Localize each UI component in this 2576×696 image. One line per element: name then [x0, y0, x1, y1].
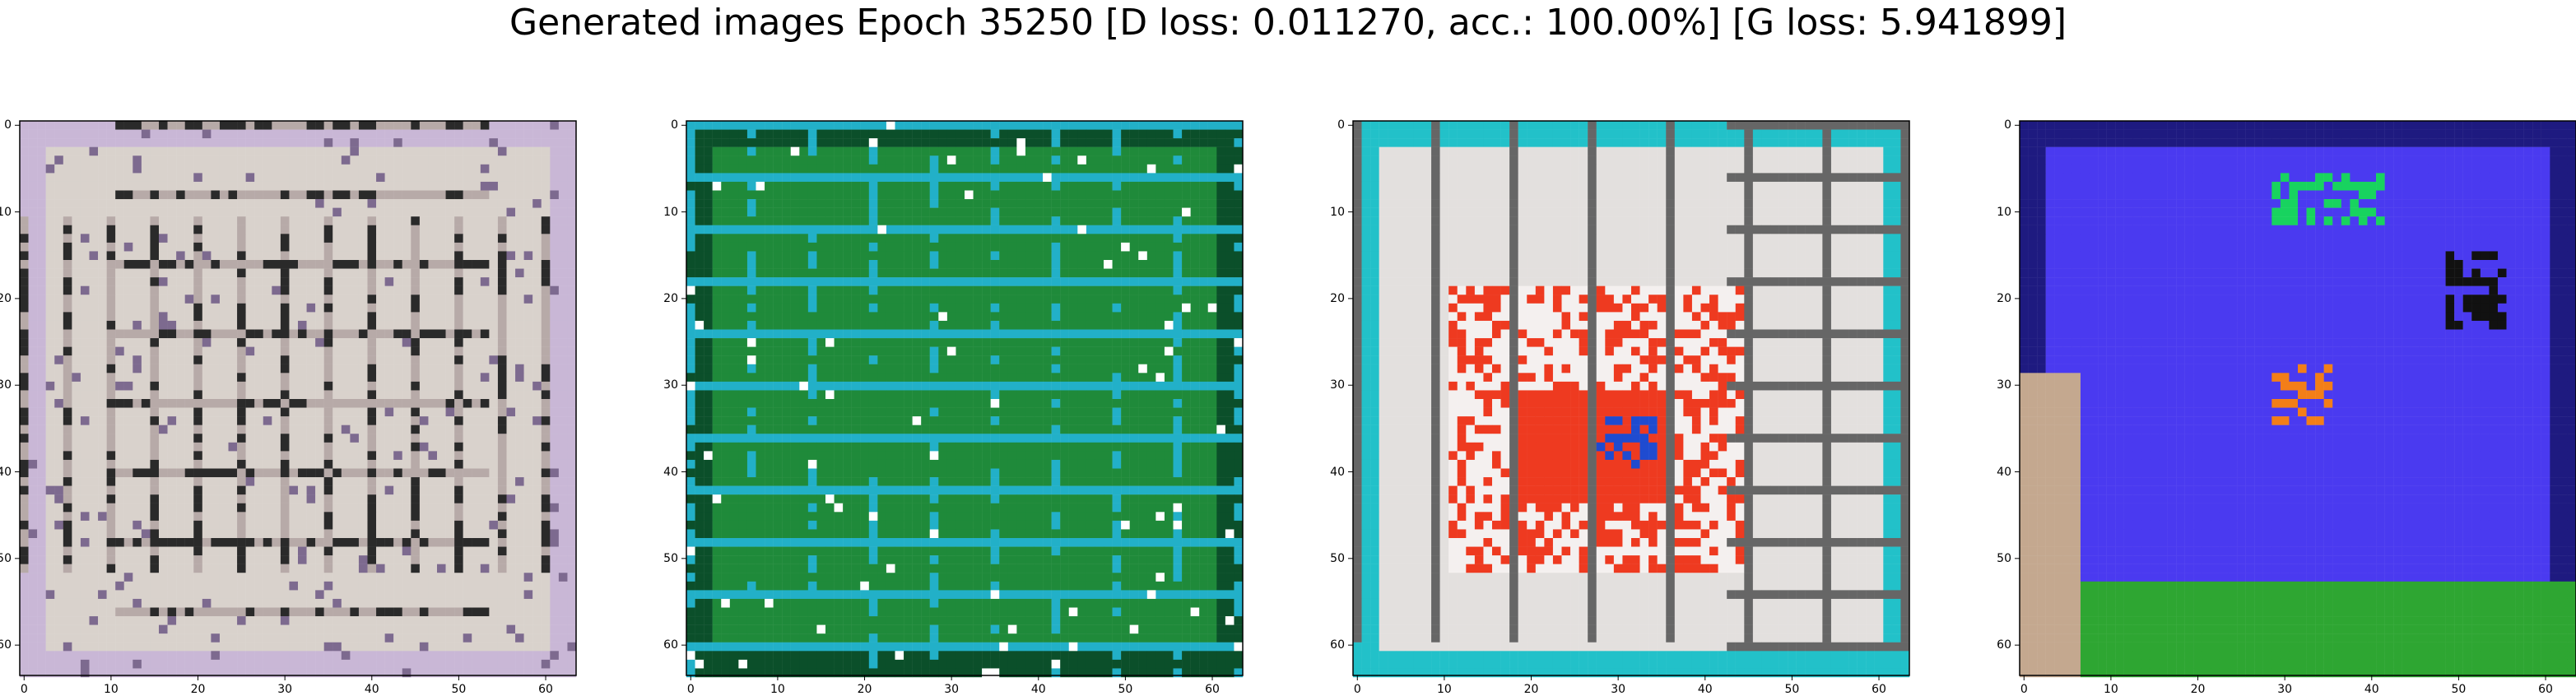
- x-tick-label: 40: [1689, 683, 1722, 696]
- x-tick-label: 60: [1862, 683, 1895, 696]
- x-tick-label: 20: [2182, 683, 2215, 696]
- y-tick-label: 30: [653, 378, 678, 392]
- y-tick-label: 0: [1987, 118, 2011, 132]
- y-tick-label: 10: [0, 206, 12, 219]
- x-tick-label: 10: [95, 683, 128, 696]
- x-tick-label: 30: [1602, 683, 1634, 696]
- y-tick-label: 60: [0, 638, 12, 652]
- x-tick-label: 40: [1022, 683, 1055, 696]
- y-tick-label: 40: [653, 466, 678, 479]
- y-tick-label: 10: [653, 206, 678, 219]
- x-tick-label: 0: [7, 683, 40, 696]
- image-pixels: [1353, 121, 1909, 677]
- y-tick-label: 40: [1320, 466, 1345, 479]
- y-tick-label: 0: [0, 118, 12, 132]
- y-tick-label: 50: [0, 552, 12, 565]
- x-tick-label: 40: [356, 683, 388, 696]
- image-plot: [20, 121, 576, 675]
- figure-title: Generated images Epoch 35250 [D loss: 0.…: [0, 0, 2576, 46]
- y-tick-label: 30: [1987, 378, 2011, 392]
- x-tick-label: 20: [182, 683, 215, 696]
- x-tick-label: 0: [2007, 683, 2040, 696]
- x-tick-label: 60: [1196, 683, 1229, 696]
- x-tick-label: 60: [2529, 683, 2562, 696]
- y-tick-label: 60: [1987, 638, 2011, 652]
- y-tick-label: 20: [1987, 292, 2011, 305]
- y-tick-label: 50: [653, 552, 678, 565]
- y-tick-label: 10: [1987, 206, 2011, 219]
- x-tick-label: 20: [1515, 683, 1548, 696]
- y-tick-label: 0: [1320, 118, 1345, 132]
- x-tick-label: 30: [268, 683, 301, 696]
- x-tick-label: 10: [2095, 683, 2127, 696]
- y-tick-label: 50: [1320, 552, 1345, 565]
- x-tick-label: 30: [2268, 683, 2301, 696]
- x-tick-label: 50: [1109, 683, 1142, 696]
- y-tick-label: 20: [1320, 292, 1345, 305]
- image-plot: [686, 121, 1243, 675]
- x-tick-label: 0: [1341, 683, 1374, 696]
- y-tick-label: 0: [653, 118, 678, 132]
- image-plot: [1353, 121, 1909, 675]
- image-pixels: [686, 121, 1243, 677]
- image-plot: [2020, 121, 2576, 675]
- x-tick-label: 50: [442, 683, 475, 696]
- y-tick-label: 30: [0, 378, 12, 392]
- x-tick-label: 20: [849, 683, 881, 696]
- x-tick-label: 60: [529, 683, 562, 696]
- y-tick-label: 60: [1320, 638, 1345, 652]
- y-tick-label: 10: [1320, 206, 1345, 219]
- x-tick-label: 0: [674, 683, 707, 696]
- y-tick-label: 40: [0, 466, 12, 479]
- x-tick-label: 30: [935, 683, 968, 696]
- y-tick-label: 20: [653, 292, 678, 305]
- x-tick-label: 10: [1428, 683, 1461, 696]
- image-pixels: [2020, 121, 2576, 677]
- x-tick-label: 50: [1775, 683, 1808, 696]
- y-tick-label: 40: [1987, 466, 2011, 479]
- y-tick-label: 30: [1320, 378, 1345, 392]
- y-tick-label: 20: [0, 292, 12, 305]
- image-pixels: [20, 121, 576, 677]
- y-tick-label: 60: [653, 638, 678, 652]
- x-tick-label: 10: [761, 683, 794, 696]
- x-tick-label: 40: [2355, 683, 2388, 696]
- y-tick-label: 50: [1987, 552, 2011, 565]
- x-tick-label: 50: [2442, 683, 2475, 696]
